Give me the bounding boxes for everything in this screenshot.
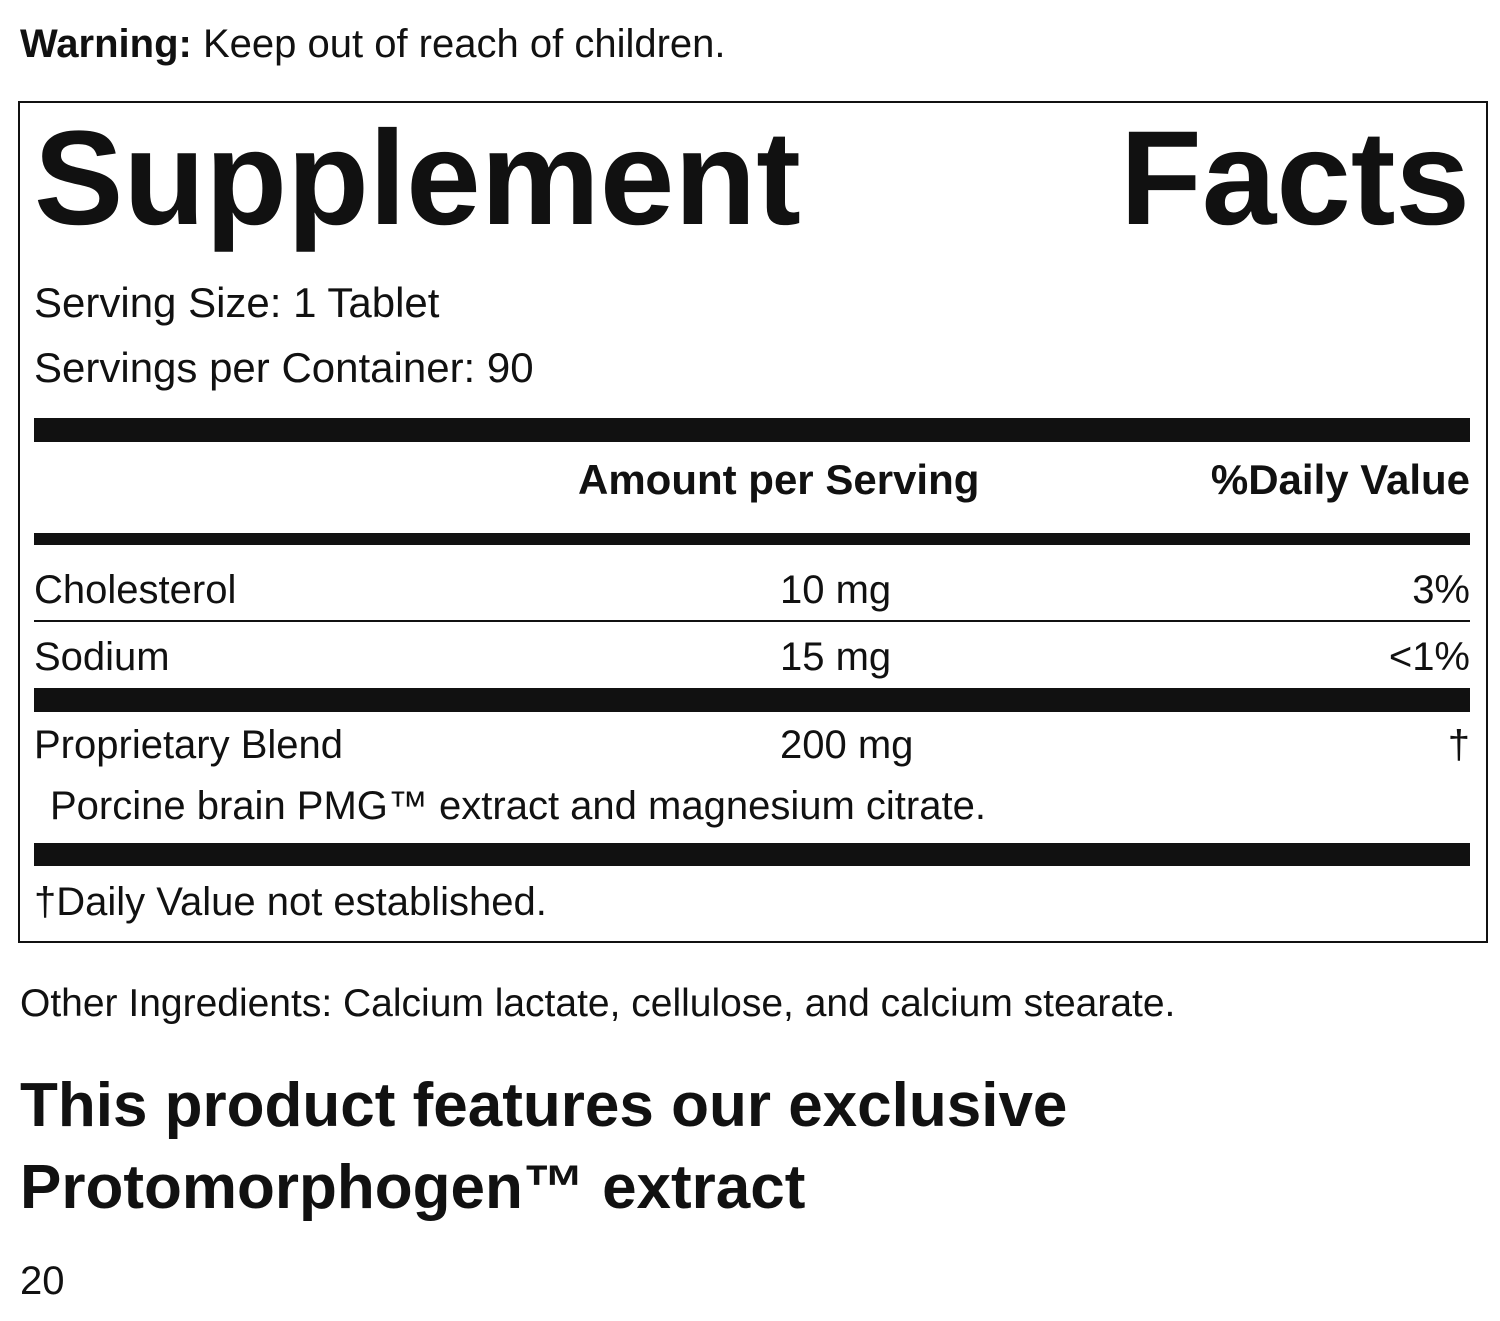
serving-size: Serving Size: 1 Tablet bbox=[34, 279, 440, 326]
warning-label: Warning: bbox=[20, 22, 192, 66]
nutrient-name: Sodium bbox=[34, 635, 170, 679]
warning-text: Keep out of reach of children. bbox=[202, 22, 726, 66]
nutrient-dv: 3% bbox=[1412, 568, 1470, 612]
amount-header: Amount per Serving bbox=[578, 456, 980, 503]
nutrient-amount: 10 mg bbox=[780, 568, 892, 612]
blend-ingredients: Porcine brain PMG™ extract and magnesium… bbox=[50, 784, 986, 828]
thick-rule bbox=[34, 418, 1470, 442]
nutrient-amount: 15 mg bbox=[780, 635, 892, 679]
medium-rule bbox=[34, 533, 1470, 545]
servings-per-container: Servings per Container: 90 bbox=[34, 344, 534, 391]
nutrient-dv: † bbox=[1447, 723, 1470, 767]
facts-box bbox=[18, 101, 1488, 943]
nutrient-dv: <1% bbox=[1388, 635, 1470, 679]
feature-line: This product features our exclusive bbox=[20, 1071, 1068, 1140]
thick-rule bbox=[34, 843, 1470, 866]
facts-title: Supplement Facts bbox=[34, 104, 1470, 253]
nutrient-name: Proprietary Blend bbox=[34, 723, 344, 767]
warning: Warning: Keep out of reach of children. bbox=[20, 24, 726, 64]
feature-line: Protomorphogen™ extract bbox=[20, 1153, 806, 1222]
other-ingredients: Other Ingredients: Calcium lactate, cell… bbox=[20, 982, 1176, 1025]
footnote: †Daily Value not established. bbox=[34, 880, 547, 924]
daily-value-header: %Daily Value bbox=[1210, 456, 1470, 503]
page-number: 20 bbox=[20, 1259, 65, 1303]
thick-rule bbox=[34, 688, 1470, 712]
nutrient-name: Cholesterol bbox=[34, 568, 237, 612]
thin-rule bbox=[34, 620, 1470, 622]
nutrient-amount: 200 mg bbox=[780, 723, 914, 767]
